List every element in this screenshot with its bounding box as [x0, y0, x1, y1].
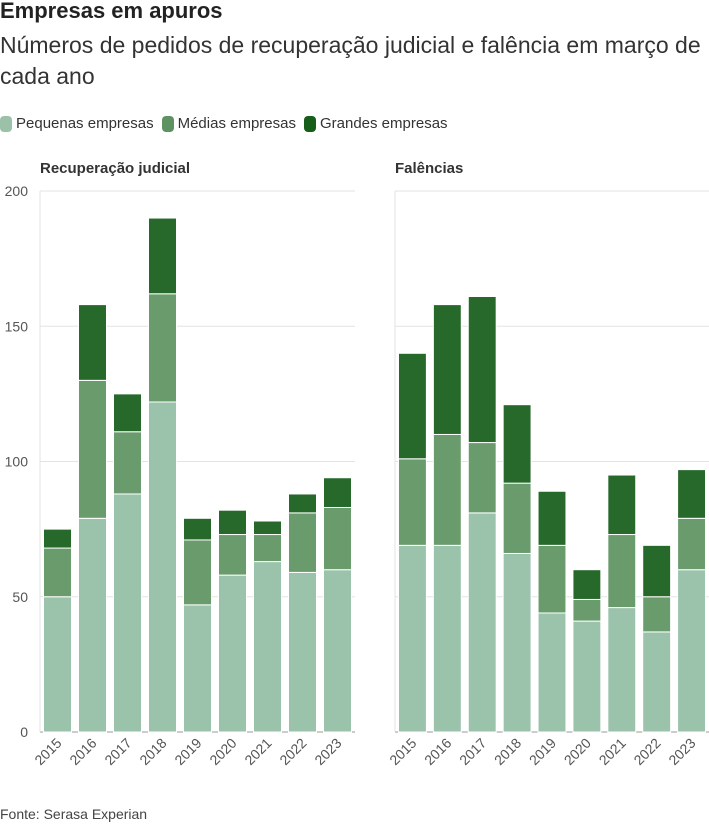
chart-subtitle: Números de pedidos de recuperação judici…: [0, 32, 701, 89]
legend-swatch: [0, 115, 12, 132]
bar-2020-2: [218, 509, 247, 536]
bar-2017-0: [467, 512, 497, 733]
legend-item-medias: Médias empresas: [161, 115, 296, 132]
bar-2015-1: [397, 458, 427, 546]
x-tick-label: 2021: [241, 735, 274, 768]
bar-2021-0: [253, 561, 282, 733]
bar-2023-1: [677, 517, 707, 571]
bar-2022-2: [288, 493, 317, 514]
x-tick-label: 2023: [665, 735, 698, 768]
bar-2018-2: [502, 404, 532, 484]
x-tick-label: 2020: [206, 735, 239, 768]
bar-2023-0: [323, 569, 352, 733]
bar-2019-2: [537, 490, 567, 546]
bar-2021-2: [607, 474, 637, 536]
legend-label: Pequenas empresas: [16, 115, 154, 132]
bar-2018-2: [148, 217, 177, 295]
bar-2016-1: [432, 433, 462, 546]
source-note: Fonte: Serasa Experian: [0, 806, 148, 822]
chart-title: Empresas em apuros: [0, 0, 223, 23]
x-tick-label: 2023: [311, 735, 344, 768]
x-tick-label: 2015: [31, 735, 64, 768]
panel-title: Falências: [395, 160, 463, 177]
bar-2015-1: [43, 547, 72, 598]
bar-2020-1: [218, 534, 247, 576]
bar-2015-2: [43, 528, 72, 549]
bar-2016-0: [78, 517, 107, 733]
bar-2022-1: [642, 596, 672, 633]
bar-2015-0: [43, 596, 72, 733]
bar-2020-0: [572, 620, 602, 733]
bar-2023-2: [323, 477, 352, 508]
legend-item-grandes: Grandes empresas: [303, 115, 448, 132]
x-tick-label: 2019: [526, 735, 559, 768]
bar-2018-0: [502, 552, 532, 733]
bar-2017-0: [113, 493, 142, 733]
bar-2017-2: [467, 295, 497, 444]
x-tick-label: 2020: [561, 735, 594, 768]
x-tick-label: 2016: [421, 735, 454, 768]
legend: Pequenas empresas Médias empresas Grande…: [0, 115, 448, 132]
legend-label: Médias empresas: [177, 115, 296, 132]
bar-2021-1: [253, 534, 282, 563]
bar-2016-1: [78, 379, 107, 519]
x-tick-label: 2022: [630, 735, 663, 768]
bar-2021-0: [607, 607, 637, 733]
x-tick-label: 2017: [101, 735, 134, 768]
x-tick-label: 2018: [491, 735, 524, 768]
y-tick-label: 0: [20, 724, 28, 740]
bar-2017-2: [113, 393, 142, 433]
bar-2018-1: [502, 482, 532, 554]
bar-2016-0: [432, 544, 462, 733]
bar-2019-0: [537, 612, 567, 733]
legend-swatch: [161, 115, 174, 132]
x-tick-label: 2016: [66, 735, 99, 768]
bar-2020-0: [218, 574, 247, 733]
bar-2022-0: [288, 571, 317, 733]
bar-2019-0: [183, 604, 212, 733]
panel-title: Recuperação judicial: [40, 160, 190, 177]
bar-2016-2: [78, 304, 107, 381]
bar-2022-1: [288, 512, 317, 573]
bar-2020-1: [572, 598, 602, 622]
bar-2019-2: [183, 517, 212, 541]
bar-2016-2: [432, 304, 462, 435]
bar-2015-2: [397, 352, 427, 460]
x-tick-label: 2018: [136, 735, 169, 768]
bar-2021-2: [253, 520, 282, 536]
bar-2021-1: [607, 534, 637, 609]
x-tick-label: 2021: [596, 735, 629, 768]
legend-swatch: [303, 115, 316, 132]
bar-2018-1: [148, 293, 177, 403]
bar-2023-2: [677, 469, 707, 519]
x-tick-label: 2015: [386, 735, 419, 768]
y-tick-label: 50: [12, 589, 28, 605]
bar-2019-1: [183, 539, 212, 606]
legend-item-pequenas: Pequenas empresas: [0, 115, 154, 132]
bar-2019-1: [537, 544, 567, 614]
y-tick-label: 100: [5, 454, 29, 470]
bar-2018-0: [148, 401, 177, 733]
bar-2023-0: [677, 569, 707, 733]
x-tick-label: 2019: [171, 735, 204, 768]
y-tick-label: 150: [5, 318, 29, 334]
bar-2015-0: [397, 544, 427, 733]
bar-2020-2: [572, 569, 602, 600]
legend-label: Grandes empresas: [319, 115, 448, 132]
x-tick-label: 2022: [276, 735, 309, 768]
bar-2017-1: [113, 431, 142, 495]
bar-2023-1: [323, 506, 352, 571]
x-tick-label: 2017: [456, 735, 489, 768]
bar-2022-2: [642, 544, 672, 598]
bar-2017-1: [467, 442, 497, 514]
bar-2022-0: [642, 631, 672, 733]
y-tick-label: 200: [5, 183, 29, 199]
